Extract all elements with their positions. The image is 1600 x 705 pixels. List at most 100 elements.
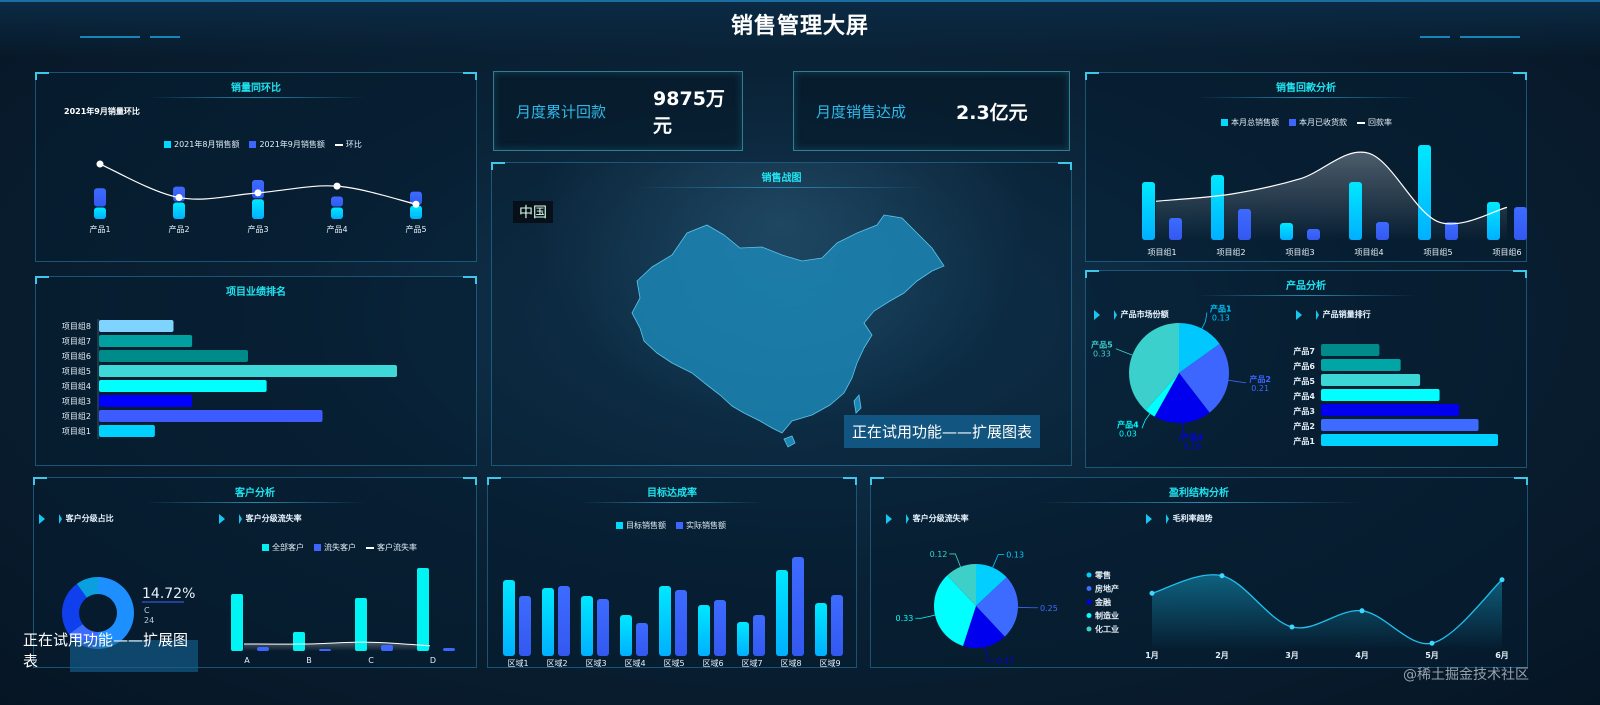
bar-actual-sales xyxy=(597,599,609,656)
bar-sep-sales xyxy=(94,188,106,207)
bar-aug-sales xyxy=(410,205,422,219)
donut-label-value: 24 xyxy=(144,616,154,625)
panel-product-analysis: 产品分析 产品市场份额 产品销量排行 产品1 0.13 产品2 0.21 产品3 0.16… xyxy=(1085,270,1527,468)
y-tick-label: 项目组7 xyxy=(62,336,91,346)
pie-slice xyxy=(1145,373,1179,417)
donut-label-category: C xyxy=(144,606,150,615)
bar-received-payment xyxy=(1445,222,1458,240)
subtitle-profit-share: 客户分级流失率 xyxy=(886,513,969,524)
x-tick-label: 5月 xyxy=(1425,651,1439,660)
product-ranking-bar xyxy=(1321,404,1460,416)
margin-point xyxy=(1359,608,1365,614)
bar-lost-customers xyxy=(443,648,455,651)
title-divider xyxy=(146,97,366,98)
watermark: @稀土掘金技术社区 xyxy=(1403,667,1529,683)
triangle-icon xyxy=(886,513,892,524)
triangle-icon xyxy=(1165,513,1169,524)
chart-title: 2021年9月销量环比 xyxy=(64,107,140,116)
pie-label: 产品1 xyxy=(1210,304,1232,314)
pie-slice xyxy=(1129,323,1179,411)
bar-all-customers xyxy=(293,632,305,651)
legend-item[interactable]: 回款率 xyxy=(1357,117,1392,128)
x-tick-label: 区域7 xyxy=(741,658,762,668)
bar-received-payment xyxy=(1514,207,1527,240)
label-leader-line xyxy=(1115,348,1133,356)
map-region-tag[interactable]: 中国 xyxy=(513,201,553,223)
legend: 2021年8月销售额 2021年9月销售额 环比 xyxy=(164,139,362,150)
pie-value: 0.03 xyxy=(1119,429,1137,438)
legend-item[interactable]: 实际销售额 xyxy=(676,520,726,531)
subtitle-customer-churn: 客户分级流失率 xyxy=(219,513,302,524)
subtitle-text: 毛利率趋势 xyxy=(1172,514,1213,523)
china-map[interactable] xyxy=(492,163,1073,467)
bar-sep-sales xyxy=(331,196,343,207)
bar-received-payment xyxy=(1307,229,1320,240)
trial-notice[interactable]: 正在试用功能——扩展图表 xyxy=(844,415,1041,448)
bar-received-payment xyxy=(1376,222,1389,240)
panel-title: 盈利结构分析 xyxy=(1169,488,1229,499)
header-decoration xyxy=(1460,36,1520,38)
pie-value: 0.33 xyxy=(1093,350,1111,359)
project-ranking-chart: 项目组1 项目组2 项目组3 项目组4 项目组5 项目组6 项目组7 项目组8 xyxy=(62,319,397,439)
pie-slice xyxy=(1179,343,1229,413)
title-divider xyxy=(144,502,366,503)
bar-target-sales xyxy=(581,596,593,656)
x-tick-label: 产品1 xyxy=(89,224,110,234)
margin-point xyxy=(1149,590,1155,596)
legend-label: 环比 xyxy=(345,140,362,149)
legend-marker xyxy=(1086,586,1092,591)
product-ranking-bar xyxy=(1321,344,1380,356)
china-map-shape[interactable] xyxy=(631,214,945,434)
legend-item[interactable]: 客户流失率 xyxy=(366,542,417,553)
legend-item[interactable]: 流失客户 xyxy=(314,542,356,553)
margin-point xyxy=(1289,624,1295,630)
x-tick-label: 产品2 xyxy=(168,224,189,234)
label-leader-line xyxy=(1141,413,1151,429)
label-leader-line xyxy=(1178,422,1184,441)
bar-aug-sales xyxy=(331,207,343,219)
customer-trial-notice[interactable]: 正在试用功能——扩展图表 xyxy=(23,631,189,670)
kpi-value: 9875万元 xyxy=(653,88,725,137)
pie-value: 0.25 xyxy=(1040,604,1058,613)
legend-marker xyxy=(1086,613,1092,618)
triangle-icon xyxy=(238,513,242,524)
legend-item[interactable]: 全部客户 xyxy=(262,542,304,553)
title-divider xyxy=(580,502,764,503)
margin-point xyxy=(1429,640,1435,646)
y-tick-label: 产品6 xyxy=(1293,361,1315,371)
y-tick-label: 产品5 xyxy=(1293,376,1315,386)
legend-item[interactable]: 本月已收货款 xyxy=(1289,117,1347,128)
legend-item[interactable]: 环比 xyxy=(334,139,362,150)
bar-target-sales xyxy=(542,588,554,656)
collection-chart: 项目组1 项目组2 项目组3 项目组4 项目组5 项目组6 xyxy=(1142,145,1527,257)
triangle-icon xyxy=(39,513,45,524)
triangle-icon xyxy=(1315,309,1319,320)
panel-profit-structure: 盈利结构分析 客户分级流失率 毛利率趋势 0.13 零售 0.25 房地产 0.17 金融… xyxy=(870,477,1528,668)
panel-title: 销售战图 xyxy=(761,173,802,184)
bar-lost-customers xyxy=(257,647,269,651)
legend-item[interactable]: 本月总销售额 xyxy=(1221,117,1279,128)
legend-label: 客户流失率 xyxy=(377,543,417,552)
margin-area xyxy=(1152,574,1502,650)
legend-item[interactable]: 2021年9月销售额 xyxy=(249,139,325,150)
legend-item[interactable]: 目标销售额 xyxy=(616,520,666,531)
pie-slice xyxy=(963,606,1005,648)
panel-title: 目标达成率 xyxy=(647,488,697,499)
label-leader-line xyxy=(915,614,936,619)
header-decoration xyxy=(80,36,140,38)
pie-value: 0.21 xyxy=(1251,384,1269,393)
target-chart: 区域1 区域2 区域3 区域4 区域5 区域6 区域7 区域8 区域9 xyxy=(503,557,843,668)
panel-project-ranking: 项目业绩排名 项目组1 项目组2 项目组3 项目组4 项目组5 项目组6 项目组7 项目组8 xyxy=(35,276,477,466)
title-divider xyxy=(636,187,927,188)
ranking-bar xyxy=(99,320,174,332)
triangle-icon xyxy=(905,513,909,524)
pie-slice xyxy=(1154,373,1210,423)
x-tick-label: B xyxy=(306,656,312,665)
triangle-icon xyxy=(1094,309,1100,320)
legend-item[interactable]: 2021年8月销售额 xyxy=(164,139,239,150)
y-tick-label: 项目组6 xyxy=(62,351,91,361)
x-tick-label: 项目组2 xyxy=(1216,247,1245,257)
x-tick-label: 区域1 xyxy=(507,658,528,668)
collection-rate-line xyxy=(1155,151,1508,225)
